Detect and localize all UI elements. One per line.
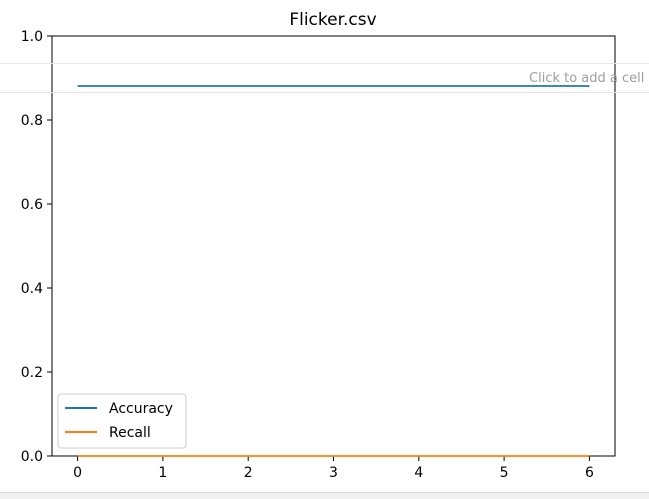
y-tick-label: 0.2 — [21, 365, 43, 381]
chart-title: Flicker.csv — [289, 10, 376, 30]
legend-label: Recall — [109, 425, 151, 441]
add-cell-hint[interactable]: Click to add a cell — [529, 71, 645, 86]
plot-area-frame — [51, 35, 616, 457]
y-axis: 0.0 0.2 0.4 0.6 0.8 1.0 — [21, 29, 52, 465]
y-tick-label: 0.6 — [21, 197, 43, 213]
add-cell-area[interactable] — [0, 63, 649, 93]
y-tick-label: 1.0 — [21, 29, 43, 45]
legend-label: Accuracy — [109, 401, 173, 417]
legend: Accuracy Recall — [57, 393, 187, 449]
x-tick-label: 4 — [414, 465, 423, 481]
y-tick-label: 0.8 — [21, 113, 43, 129]
x-tick-label: 5 — [500, 465, 509, 481]
bottom-scrollbar[interactable] — [0, 492, 649, 499]
series-lines — [77, 85, 590, 457]
x-tick-label: 1 — [158, 465, 167, 481]
x-tick-label: 0 — [73, 465, 82, 481]
x-tick-label: 2 — [244, 465, 253, 481]
y-tick-label: 0.0 — [21, 449, 43, 465]
y-tick-label: 0.4 — [21, 281, 43, 297]
x-tick-label: 6 — [585, 465, 594, 481]
x-tick-label: 3 — [329, 465, 338, 481]
x-axis: 0 1 2 3 4 5 6 — [73, 456, 594, 481]
